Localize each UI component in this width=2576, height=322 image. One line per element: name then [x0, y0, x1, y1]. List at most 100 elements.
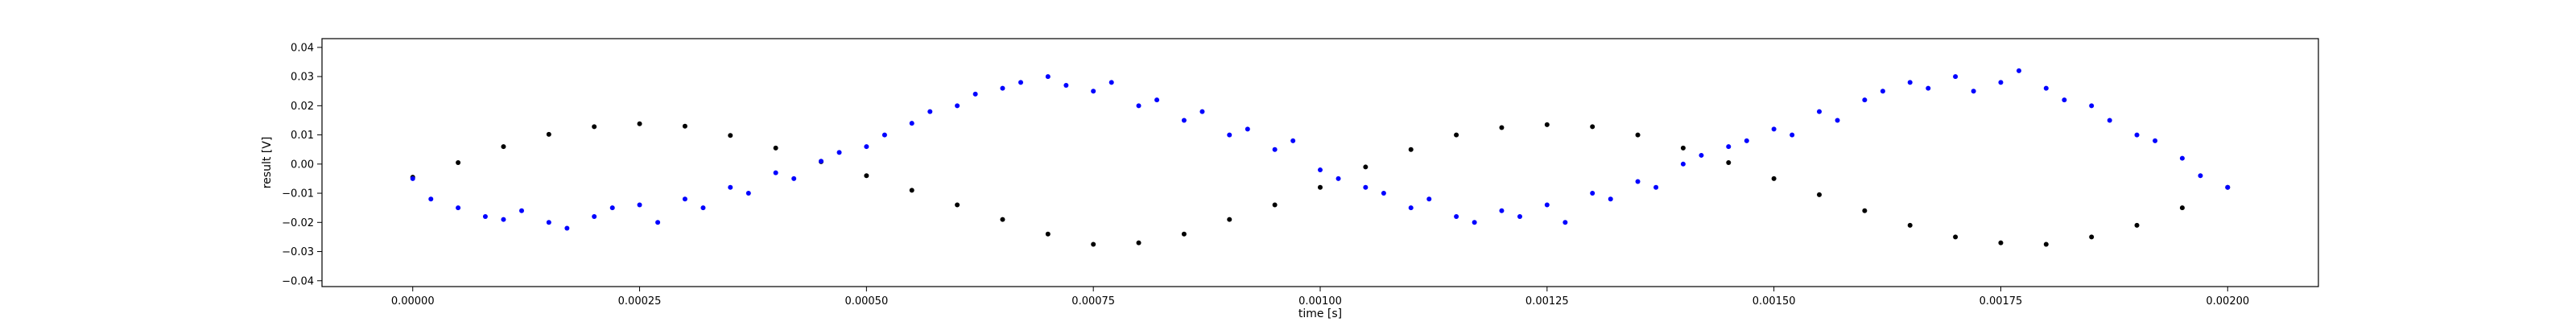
- y-tick-label: 0.04: [291, 42, 314, 54]
- x-tick-label: 0.00075: [1071, 295, 1115, 308]
- data-point: [1335, 175, 1341, 181]
- data-point: [1290, 138, 1296, 143]
- data-point: [1563, 220, 1568, 225]
- y-tick-label: −0.03: [282, 246, 314, 258]
- data-point: [881, 132, 887, 138]
- y-tick-label: 0.03: [291, 72, 314, 84]
- data-point: [1091, 242, 1096, 247]
- data-point: [2134, 132, 2140, 138]
- data-point: [482, 214, 488, 220]
- plot-frame: [321, 38, 2319, 287]
- x-axis-label: time [s]: [1298, 308, 1342, 320]
- x-tick-label: 0.00150: [1752, 295, 1796, 308]
- data-point: [592, 124, 597, 130]
- data-point: [1227, 132, 1232, 138]
- data-point: [1000, 85, 1005, 91]
- data-point: [637, 121, 642, 126]
- data-point: [1499, 208, 1505, 213]
- data-point: [1499, 125, 1505, 130]
- x-tick-label: 0.00200: [2206, 295, 2249, 308]
- data-point: [1817, 109, 1822, 114]
- data-point: [1862, 97, 1868, 103]
- data-point: [700, 205, 706, 211]
- data-point: [1045, 231, 1051, 237]
- data-point: [1408, 147, 1414, 152]
- data-point: [1907, 80, 1913, 85]
- data-point: [1454, 132, 1459, 138]
- data-point: [1272, 202, 1278, 208]
- data-point: [1699, 152, 1704, 158]
- data-series-1: [410, 121, 2231, 247]
- data-point: [1181, 118, 1187, 123]
- data-point: [2179, 155, 2185, 161]
- data-point: [1154, 97, 1160, 103]
- data-point: [819, 159, 824, 164]
- data-point: [1680, 161, 1686, 167]
- data-point: [2062, 97, 2067, 103]
- data-point: [1771, 175, 1777, 181]
- data-point: [1544, 202, 1550, 208]
- data-point: [1181, 231, 1187, 237]
- data-point: [592, 214, 597, 220]
- data-point: [1862, 208, 1868, 213]
- data-point: [1318, 167, 1323, 173]
- series-layer: [410, 68, 2231, 247]
- x-tick-label: 0.00125: [1525, 295, 1569, 308]
- data-point: [1108, 80, 1114, 85]
- data-series-2: [410, 68, 2231, 231]
- data-point: [1063, 82, 1069, 88]
- data-point: [519, 208, 524, 213]
- data-point: [1045, 74, 1051, 80]
- y-tick-label: 0.01: [291, 130, 314, 142]
- axes: 0.00000 0.00025 0.00050 0.00075 0.00100 0.001…: [261, 38, 2319, 320]
- data-point: [728, 184, 733, 190]
- data-point: [2198, 173, 2203, 179]
- data-point: [501, 144, 506, 150]
- data-point: [1953, 74, 1959, 80]
- data-point: [864, 173, 869, 179]
- data-point: [1318, 184, 1323, 190]
- data-point: [1590, 191, 1596, 196]
- data-point: [456, 205, 461, 211]
- data-point: [1635, 179, 1641, 184]
- x-tick-label: 0.00175: [1979, 295, 2023, 308]
- data-point: [501, 217, 506, 222]
- data-point: [637, 202, 642, 208]
- data-point: [909, 188, 914, 193]
- x-tick-label: 0.00025: [618, 295, 662, 308]
- data-point: [2043, 85, 2049, 91]
- data-point: [609, 205, 615, 211]
- data-point: [1199, 109, 1205, 114]
- data-point: [1590, 124, 1596, 130]
- data-point: [773, 170, 778, 175]
- data-point: [682, 123, 687, 129]
- data-point: [1272, 147, 1278, 152]
- y-axis-label: result [V]: [261, 137, 274, 189]
- data-point: [2134, 222, 2140, 228]
- data-point: [2153, 138, 2158, 143]
- data-point: [836, 150, 842, 155]
- data-point: [1608, 196, 1613, 202]
- data-point: [1880, 89, 1885, 94]
- data-point: [1817, 192, 1822, 197]
- data-point: [1136, 103, 1141, 109]
- data-point: [1018, 80, 1023, 85]
- y-axis: −0.04 −0.03 −0.02 −0.01 0.00 0.01 0.02 0.03 0.04: [282, 42, 322, 287]
- data-point: [546, 220, 551, 225]
- data-point: [1835, 118, 1840, 123]
- data-point: [546, 131, 551, 137]
- data-point: [1544, 122, 1550, 127]
- data-point: [2089, 103, 2095, 109]
- data-point: [2089, 234, 2095, 240]
- data-point: [456, 160, 461, 165]
- data-point: [745, 191, 751, 196]
- data-point: [1000, 217, 1005, 222]
- data-point: [972, 91, 978, 97]
- data-point: [1363, 184, 1368, 190]
- data-point: [1744, 138, 1749, 143]
- data-point: [2179, 205, 2185, 211]
- data-point: [655, 220, 661, 225]
- data-point: [864, 144, 869, 150]
- data-point: [773, 145, 778, 151]
